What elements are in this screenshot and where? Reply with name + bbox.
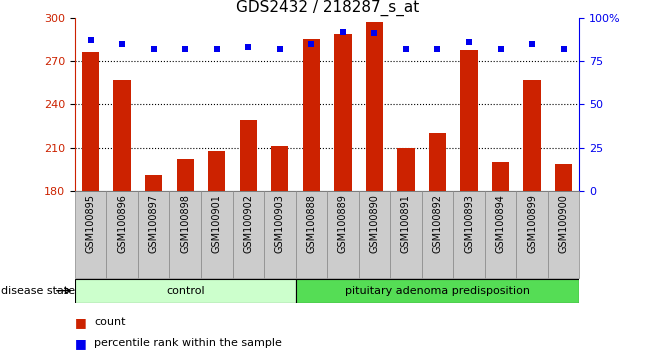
- Text: GSM100890: GSM100890: [369, 194, 380, 253]
- Point: [559, 46, 569, 52]
- Bar: [264, 191, 296, 278]
- Bar: [422, 191, 453, 278]
- Text: GSM100895: GSM100895: [86, 194, 96, 253]
- Text: GSM100900: GSM100900: [559, 194, 568, 253]
- Text: GSM100894: GSM100894: [495, 194, 506, 253]
- Point: [85, 38, 96, 43]
- Bar: [548, 191, 579, 278]
- Point: [432, 46, 443, 52]
- Text: GSM100899: GSM100899: [527, 194, 537, 253]
- Bar: [138, 191, 169, 278]
- Bar: [208, 151, 225, 191]
- Bar: [82, 52, 100, 191]
- Text: count: count: [94, 317, 126, 327]
- Bar: [75, 191, 106, 278]
- Bar: [516, 191, 548, 278]
- Point: [401, 46, 411, 52]
- Bar: [492, 162, 509, 191]
- Text: pituitary adenoma predisposition: pituitary adenoma predisposition: [345, 286, 530, 296]
- Point: [464, 39, 474, 45]
- Text: GSM100902: GSM100902: [243, 194, 253, 253]
- Bar: [453, 191, 485, 278]
- Bar: [145, 175, 162, 191]
- Bar: [390, 191, 422, 278]
- Point: [243, 44, 253, 50]
- Text: disease state: disease state: [1, 286, 76, 296]
- Bar: [106, 191, 138, 278]
- Bar: [334, 34, 352, 191]
- Bar: [523, 80, 541, 191]
- Text: GSM100898: GSM100898: [180, 194, 190, 253]
- Bar: [296, 279, 579, 303]
- Bar: [327, 191, 359, 278]
- Point: [117, 41, 128, 46]
- Bar: [460, 50, 478, 191]
- Bar: [176, 159, 194, 191]
- Point: [180, 46, 191, 52]
- Bar: [232, 191, 264, 278]
- Point: [527, 41, 537, 46]
- Bar: [555, 164, 572, 191]
- Bar: [240, 120, 257, 191]
- Text: GSM100903: GSM100903: [275, 194, 285, 253]
- Bar: [75, 279, 296, 303]
- Bar: [429, 133, 446, 191]
- Bar: [271, 146, 288, 191]
- Bar: [485, 191, 516, 278]
- Text: GSM100901: GSM100901: [212, 194, 222, 253]
- Text: percentile rank within the sample: percentile rank within the sample: [94, 338, 283, 348]
- Bar: [296, 191, 327, 278]
- Point: [369, 30, 380, 36]
- Bar: [359, 191, 390, 278]
- Bar: [303, 39, 320, 191]
- Point: [148, 46, 159, 52]
- Text: GSM100897: GSM100897: [148, 194, 159, 253]
- Bar: [397, 148, 415, 191]
- Text: control: control: [166, 286, 204, 296]
- Text: ■: ■: [75, 337, 87, 350]
- Text: GSM100889: GSM100889: [338, 194, 348, 253]
- Bar: [113, 80, 131, 191]
- Text: GSM100891: GSM100891: [401, 194, 411, 253]
- Bar: [201, 191, 232, 278]
- Point: [275, 46, 285, 52]
- Point: [495, 46, 506, 52]
- Point: [212, 46, 222, 52]
- Text: GSM100888: GSM100888: [307, 194, 316, 253]
- Text: GSM100892: GSM100892: [432, 194, 443, 253]
- Point: [306, 41, 316, 46]
- Bar: [366, 22, 383, 191]
- Text: ■: ■: [75, 316, 87, 329]
- Title: GDS2432 / 218287_s_at: GDS2432 / 218287_s_at: [236, 0, 419, 16]
- Bar: [169, 191, 201, 278]
- Text: GSM100896: GSM100896: [117, 194, 127, 253]
- Text: GSM100893: GSM100893: [464, 194, 474, 253]
- Point: [338, 29, 348, 34]
